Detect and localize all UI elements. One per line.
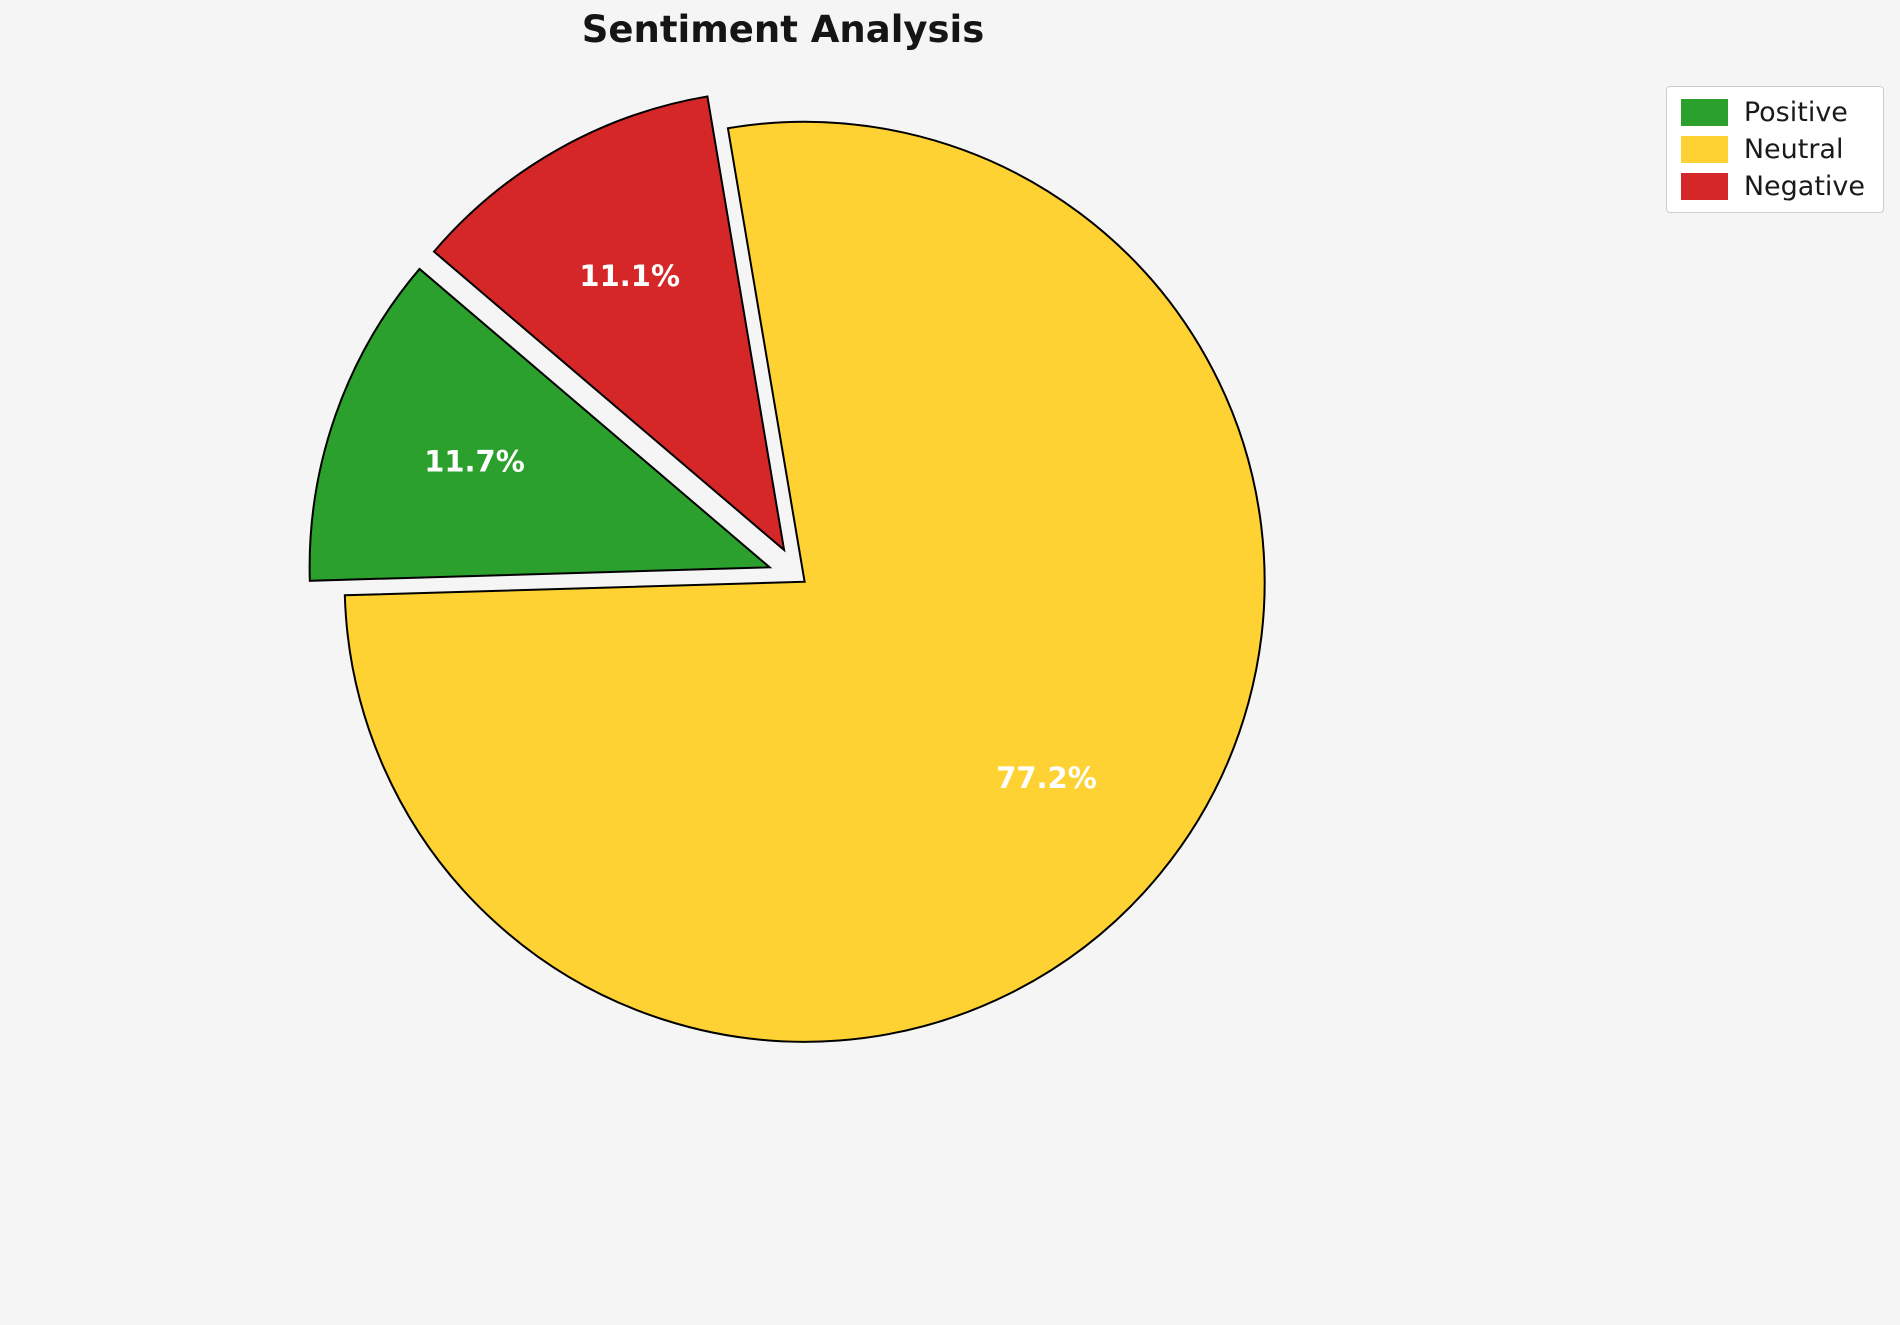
legend-item-positive: Positive <box>1680 97 1865 128</box>
pie-slice-negative <box>432 95 786 553</box>
legend-swatch-positive-icon <box>1680 99 1728 126</box>
legend-item-neutral: Neutral <box>1680 134 1865 165</box>
chart-title: Sentiment Analysis <box>581 8 985 51</box>
pie-label-negative: 11.1% <box>579 259 680 293</box>
legend-label-neutral: Neutral <box>1743 134 1844 165</box>
legend-label-positive: Positive <box>1743 97 1848 128</box>
legend-swatch-neutral-icon <box>1680 136 1728 163</box>
legend: Positive Neutral Negative <box>1665 86 1884 213</box>
legend-label-negative: Negative <box>1743 171 1865 202</box>
pie-slice-neutral <box>343 120 1266 1043</box>
pie-label-positive: 11.7% <box>424 445 525 479</box>
legend-item-negative: Negative <box>1680 171 1865 202</box>
legend-swatch-negative-icon <box>1680 173 1728 200</box>
pie-slice-positive <box>308 267 773 582</box>
pie-label-neutral: 77.2% <box>996 761 1097 795</box>
